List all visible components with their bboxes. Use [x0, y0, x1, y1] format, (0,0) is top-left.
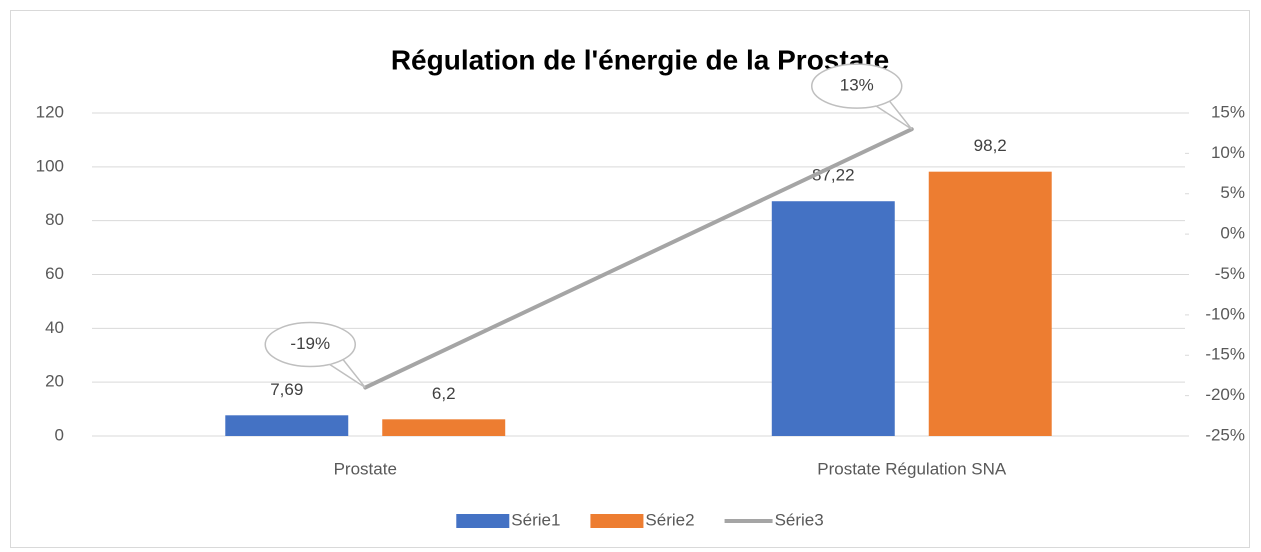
legend-label: Série3: [775, 510, 824, 529]
legend-label: Série2: [645, 510, 694, 529]
y-tick-label: 80: [45, 210, 64, 229]
bar: [225, 415, 349, 436]
y2-tick-label: -20%: [1205, 385, 1245, 404]
value-label: 98,2: [974, 136, 1007, 155]
chart-border: [10, 10, 1250, 548]
y-tick-label: 120: [36, 102, 64, 121]
y-tick-label: 60: [45, 264, 64, 283]
x-tick-label: Prostate: [334, 459, 397, 478]
y2-tick-label: 5%: [1220, 183, 1245, 202]
callout: [264, 321, 356, 368]
legend-item: Série3: [724, 510, 824, 529]
value-label: 6,2: [432, 384, 456, 403]
y2-tick-label: -5%: [1215, 264, 1245, 283]
y2-tick-label: -25%: [1205, 425, 1245, 444]
y2-tick-label: 10%: [1211, 143, 1245, 162]
value-label: 7,69: [270, 380, 303, 399]
legend-item: Série1: [456, 510, 560, 529]
callout: [811, 63, 903, 109]
value-label: 13%: [840, 76, 874, 95]
y-tick-label: 0: [55, 425, 64, 444]
y-tick-label: 100: [36, 156, 64, 175]
y-tick-label: 40: [45, 318, 64, 337]
value-label: -19%: [290, 334, 330, 353]
y2-tick-label: 0%: [1220, 224, 1245, 243]
legend-symbol: [590, 514, 644, 528]
line: [363, 127, 914, 390]
chart-title: Régulation de l'énergie de la Prostate: [391, 44, 889, 75]
y-tick-label: 20: [45, 372, 64, 391]
x-tick-label: Prostate Régulation SNA: [817, 459, 1007, 478]
bar: [928, 171, 1052, 436]
bar: [771, 201, 895, 436]
callout-joint: [875, 97, 889, 106]
y2-tick-label: 15%: [1211, 102, 1245, 121]
bar: [382, 419, 506, 436]
callout-joint: [328, 356, 342, 364]
y2-tick-label: -15%: [1205, 345, 1245, 364]
y2-tick-label: -10%: [1205, 304, 1245, 323]
legend-item: Série2: [590, 510, 695, 529]
legend-label: Série1: [511, 510, 560, 529]
legend-symbol: [456, 514, 510, 528]
